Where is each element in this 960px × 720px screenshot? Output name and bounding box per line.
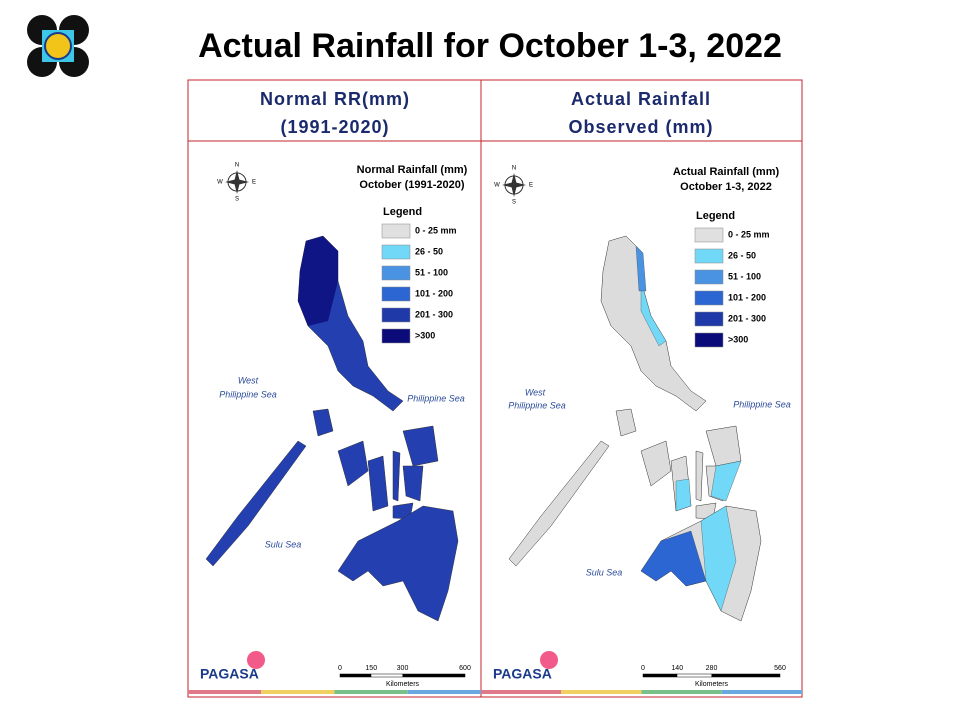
sea-label: Philippine Sea	[733, 399, 791, 409]
sea-label: Philippine Sea	[508, 400, 566, 410]
legend-swatch	[694, 248, 724, 264]
rain-zone	[710, 460, 742, 502]
stripe	[188, 690, 262, 694]
stripe	[721, 690, 802, 694]
legend-swatch	[381, 223, 411, 239]
logo	[27, 15, 89, 77]
legend-swatch	[381, 265, 411, 281]
scale-unit: Kilometers	[386, 681, 420, 688]
sea-label: West	[525, 387, 546, 397]
scale-tick: 600	[459, 665, 471, 672]
scale-tick: 0	[338, 665, 342, 672]
legend-label: >300	[415, 330, 435, 340]
compass	[225, 170, 249, 194]
sea-label: West	[238, 375, 259, 385]
legend-label: 51 - 100	[415, 267, 448, 277]
scale-segment	[340, 674, 372, 677]
compass-letter: N	[512, 166, 516, 172]
legend-label: 0 - 25 mm	[415, 225, 457, 235]
logo-badge	[540, 651, 558, 669]
legend-title: Legend	[383, 206, 422, 218]
legend-label: 101 - 200	[728, 292, 766, 302]
rain-zone	[640, 280, 667, 347]
scale-tick: 300	[397, 665, 409, 672]
logo-text: PAGASA	[493, 666, 552, 682]
legend-swatch	[694, 290, 724, 306]
compass	[502, 173, 526, 197]
logo-badge	[247, 651, 265, 669]
column-header: Normal RR(mm)	[260, 89, 410, 109]
logo-text: PAGASA	[200, 666, 259, 682]
legend-swatch	[694, 269, 724, 285]
sea-label: Sulu Sea	[265, 539, 302, 549]
scale-tick: 560	[774, 665, 786, 672]
map-title: October 1-3, 2022	[680, 181, 772, 193]
legend-swatch	[694, 227, 724, 243]
scale-segment	[402, 674, 465, 677]
legend-swatch	[694, 311, 724, 327]
slide-title: Actual Rainfall for October 1-3, 2022	[198, 27, 782, 65]
column-header: Actual Rainfall	[571, 89, 711, 109]
legend-label: 0 - 25 mm	[728, 229, 770, 239]
map-title: Normal Rainfall (mm)	[357, 164, 468, 176]
legend-label: 201 - 300	[415, 309, 453, 319]
legend-label: 101 - 200	[415, 288, 453, 298]
compass-letter: S	[512, 200, 516, 206]
map	[508, 235, 762, 622]
scale-tick: 140	[671, 665, 683, 672]
legend-label: 26 - 50	[415, 246, 443, 256]
sea-label: Philippine Sea	[407, 393, 465, 403]
stripe	[481, 690, 562, 694]
column-header: Observed (mm)	[568, 117, 713, 137]
stripe	[334, 690, 408, 694]
legend-label: 51 - 100	[728, 271, 761, 281]
compass-letter: N	[235, 163, 239, 169]
legend-label: >300	[728, 334, 748, 344]
rain-zone	[635, 245, 647, 292]
column-header: (1991-2020)	[280, 117, 389, 137]
table-frame	[187, 79, 803, 698]
rain-zone	[700, 505, 737, 612]
sea-label: Philippine Sea	[219, 389, 277, 399]
legend-swatch	[381, 328, 411, 344]
legend-label: 201 - 300	[728, 313, 766, 323]
compass-letter: W	[217, 180, 223, 186]
stripe	[561, 690, 642, 694]
scale-unit: Kilometers	[695, 681, 729, 688]
sea-label: Sulu Sea	[586, 567, 623, 577]
rain-zone	[675, 478, 692, 512]
legend-swatch	[381, 244, 411, 260]
legend-swatch	[381, 307, 411, 323]
scale-tick: 0	[641, 665, 645, 672]
rain-zone	[298, 236, 338, 326]
map-title: October (1991-2020)	[359, 179, 464, 191]
compass-letter: S	[235, 197, 239, 203]
scale-tick: 150	[365, 665, 377, 672]
map-title: Actual Rainfall (mm)	[673, 166, 780, 178]
map	[205, 235, 459, 622]
scale-tick: 280	[706, 665, 718, 672]
scale-segment	[711, 674, 780, 677]
legend-swatch	[381, 286, 411, 302]
stripe	[407, 690, 481, 694]
rain-zone	[640, 530, 707, 587]
legend-swatch	[694, 332, 724, 348]
stripe	[261, 690, 335, 694]
compass-letter: E	[529, 183, 533, 189]
compass-letter: W	[494, 183, 500, 189]
legend-label: 26 - 50	[728, 250, 756, 260]
compass-letter: E	[252, 180, 256, 186]
stripe	[641, 690, 722, 694]
scale-segment	[643, 674, 678, 677]
legend-title: Legend	[696, 210, 735, 222]
